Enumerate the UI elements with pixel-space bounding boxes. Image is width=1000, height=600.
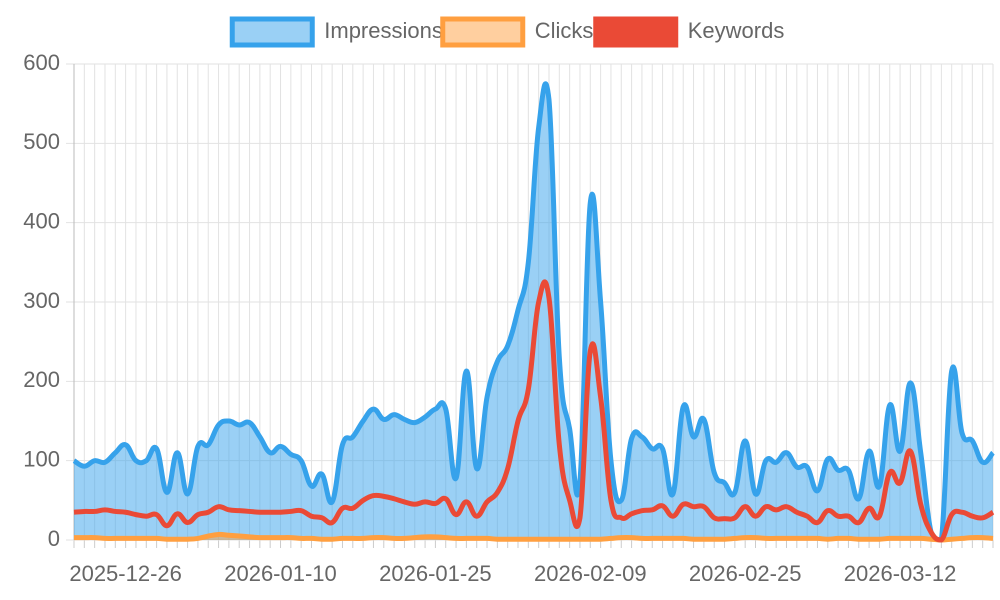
y-tick-label: 400 [23,208,60,233]
y-tick-label: 0 [48,526,60,551]
x-tick-label: 2026-02-25 [689,561,802,586]
line [74,531,994,543]
legend-label: Clicks [535,18,594,43]
legend-label: Keywords [688,18,785,43]
legend-swatch [440,16,526,48]
y-tick-label: 600 [23,50,60,75]
y-tick-label: 500 [23,129,60,154]
x-tick-label: 2026-01-10 [224,561,337,586]
legend-swatch [229,16,315,48]
x-tick-label: 2026-01-25 [379,561,492,586]
area [74,83,993,540]
y-tick-label: 100 [23,446,60,471]
line [73,279,995,543]
line [72,81,995,543]
x-tick-label: 2025-12-26 [69,561,182,586]
y-tick-label: 200 [23,367,60,392]
legend-swatch [593,16,679,48]
y-tick-label: 300 [23,288,60,313]
x-tick-label: 2026-02-09 [534,561,647,586]
x-tick-label: 2026-03-12 [844,561,957,586]
legend-label: Impressions [324,18,443,43]
